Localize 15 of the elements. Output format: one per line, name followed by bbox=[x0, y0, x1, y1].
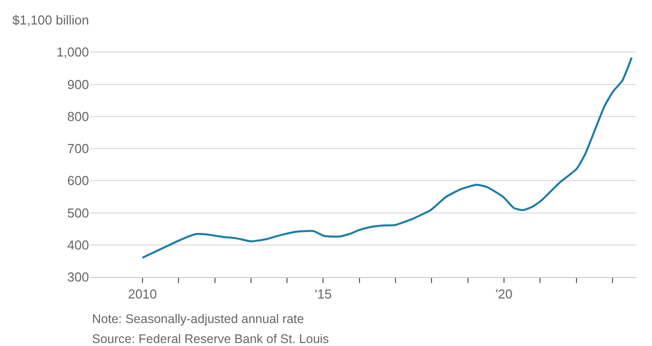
y-tick-label: 300 bbox=[67, 270, 89, 285]
x-tick-label: '20 bbox=[496, 286, 512, 302]
x-tick-label: 2010 bbox=[128, 286, 157, 302]
y-tick-label: 600 bbox=[67, 173, 89, 188]
text: 1,000 bbox=[56, 44, 89, 60]
y-tick-label: 700 bbox=[67, 141, 89, 156]
line-series bbox=[141, 56, 633, 259]
y-tick-label: 500 bbox=[67, 205, 89, 220]
x-tick-label: '15 bbox=[314, 286, 332, 302]
y-tick-label: 800 bbox=[67, 108, 89, 124]
y-tick-label: 900 bbox=[67, 76, 89, 92]
y-tick-label: $1,100 billion bbox=[12, 12, 89, 28]
y-tick-label: 400 bbox=[67, 237, 89, 252]
text: Note: Seasonally-adjusted annual rate bbox=[92, 312, 304, 326]
source-note: Source: Federal Reserve Bank of St. Louis bbox=[92, 332, 329, 346]
